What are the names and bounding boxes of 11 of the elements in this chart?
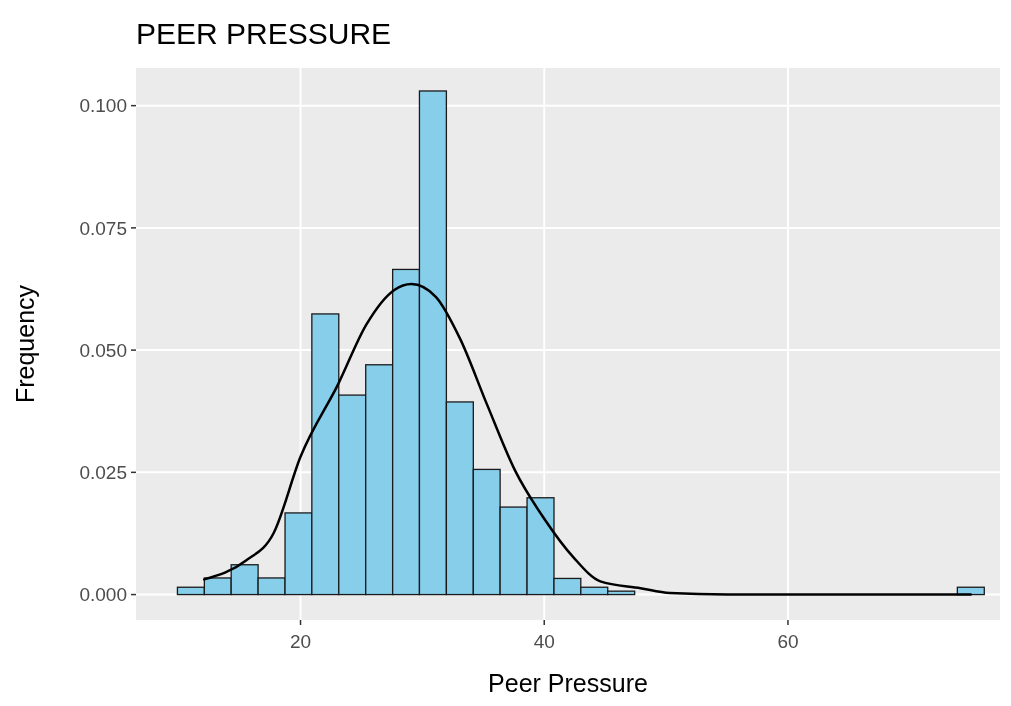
y-tick-label: 0.100 [79,95,127,117]
y-tick-label: 0.025 [79,461,127,483]
y-tick-label: 0.050 [79,339,127,361]
x-tick-label: 60 [777,631,799,652]
chart-title: PEER PRESSURE [136,17,392,50]
y-axis-title: Frequency [11,284,39,404]
x-tick-label: 20 [289,631,312,652]
x-tick-label: 40 [533,631,555,652]
x-axis-title: Peer Pressure [488,669,648,697]
y-tick-label: 0.075 [79,217,127,239]
y-tick-label: 0.000 [79,584,127,606]
